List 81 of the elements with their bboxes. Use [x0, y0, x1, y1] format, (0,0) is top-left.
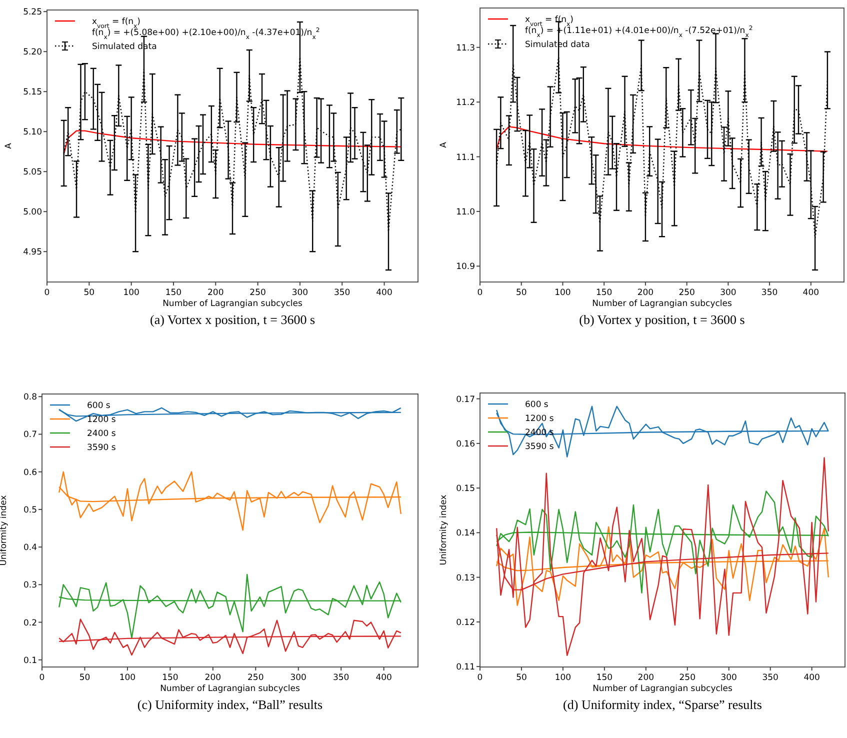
x-tick-label: 200 — [637, 288, 654, 298]
x-tick-label: 300 — [720, 288, 736, 298]
x-tick-label: 250 — [679, 673, 696, 683]
legend-label: 600 s — [525, 400, 549, 410]
x-tick-label: 0 — [477, 673, 483, 683]
text: (c) Uniformity index, “Ball” results — [137, 697, 323, 712]
x-tick-label: 250 — [248, 673, 264, 683]
x-tick-label: 400 — [376, 673, 392, 683]
x-tick-label: 100 — [554, 673, 572, 683]
x-tick-label: 50 — [84, 288, 95, 298]
y-tick-label: 5.25 — [23, 8, 42, 18]
x-tick-label: 0 — [39, 673, 45, 683]
x-tick-label: 150 — [596, 673, 613, 683]
y-tick-label: 11.2 — [456, 98, 475, 108]
y-tick-label: 0.14 — [456, 528, 475, 539]
y-tick-label: 0.7 — [23, 430, 37, 440]
x-tick-label: 100 — [123, 288, 140, 298]
x-axis-title: Number of Lagrangian subcycles — [592, 684, 733, 694]
x-tick-label: 300 — [292, 288, 308, 298]
y-axis-title: A — [439, 142, 449, 148]
legend-label: 1200 s — [525, 414, 554, 424]
x-tick-label: 350 — [334, 288, 350, 298]
x-tick-label: 200 — [204, 673, 222, 683]
x-tick-label: 400 — [804, 673, 820, 683]
x-tick-label: 100 — [119, 673, 136, 683]
y-tick-label: 5.05 — [23, 168, 42, 178]
y-axis-title: Uniformity index — [439, 494, 449, 566]
x-tick-label: 50 — [516, 673, 527, 683]
x-tick-label: 50 — [516, 288, 527, 298]
legend-label: 3590 s — [87, 443, 116, 453]
legend-label: 1200 s — [87, 415, 116, 425]
y-tick-label: 0.16 — [456, 439, 475, 450]
y-tick-label: 11.0 — [456, 207, 475, 218]
x-tick-label: 200 — [638, 673, 654, 683]
x-tick-label: 0 — [44, 288, 50, 298]
text: (d) Uniformity index, “Sparse” results — [563, 697, 762, 712]
y-tick-label: 11.1 — [456, 152, 475, 163]
y-tick-label: 11.3 — [456, 43, 475, 54]
x-tick-label: 0 — [477, 288, 483, 298]
text: (a) Vortex x position, t = 3600 s — [150, 312, 316, 327]
y-tick-label: 0.13 — [456, 573, 475, 584]
y-tick-label: 0.11 — [456, 662, 475, 673]
x-tick-label: 250 — [678, 288, 695, 298]
y-tick-label: 5.00 — [23, 208, 42, 218]
text: (b) Vortex y position, t = 3600 s — [579, 312, 745, 327]
y-tick-label: 5.10 — [23, 128, 42, 138]
x-tick-label: 400 — [802, 288, 820, 298]
y-tick-label: 0.12 — [456, 618, 475, 628]
y-tick-label: 0.6 — [23, 468, 37, 478]
x-axis-title: Number of Lagrangian subcycles — [160, 684, 300, 694]
x-tick-label: 250 — [250, 288, 266, 298]
y-tick-label: 0.4 — [23, 543, 37, 554]
x-tick-label: 350 — [762, 673, 778, 683]
y-tick-label: 0.1 — [23, 656, 37, 666]
x-tick-label: 200 — [208, 288, 224, 298]
y-tick-label: 5.20 — [23, 48, 42, 58]
y-tick-label: 0.2 — [23, 618, 37, 628]
x-tick-label: 300 — [720, 673, 737, 683]
x-axis-title: Number of Lagrangian subcycles — [592, 299, 732, 309]
x-tick-label: 350 — [761, 288, 778, 298]
x-tick-label: 150 — [596, 288, 612, 298]
x-tick-label: 400 — [376, 288, 392, 298]
y-tick-label: 5.15 — [23, 88, 42, 98]
x-tick-label: 150 — [162, 673, 178, 683]
y-tick-label: 4.95 — [23, 248, 42, 258]
y-tick-label: 0.5 — [23, 505, 37, 516]
y-tick-label: 0.3 — [23, 580, 37, 591]
legend-label: 600 s — [87, 401, 111, 411]
x-tick-label: 300 — [290, 673, 306, 683]
y-tick-label: 0.15 — [456, 484, 475, 494]
y-tick-label: 0.17 — [456, 394, 475, 405]
x-tick-label: 50 — [79, 673, 90, 683]
y-axis-title: A — [4, 142, 14, 149]
x-tick-label: 100 — [554, 288, 571, 298]
y-tick-label: 0.8 — [23, 392, 37, 403]
x-tick-label: 150 — [165, 288, 182, 298]
legend-label: 2400 s — [87, 429, 116, 439]
legend-label: 3590 s — [525, 442, 554, 452]
x-axis-title: Number of Lagrangian subcycles — [162, 299, 303, 309]
x-tick-label: 350 — [332, 673, 350, 683]
y-tick-label: 10.9 — [456, 262, 475, 272]
